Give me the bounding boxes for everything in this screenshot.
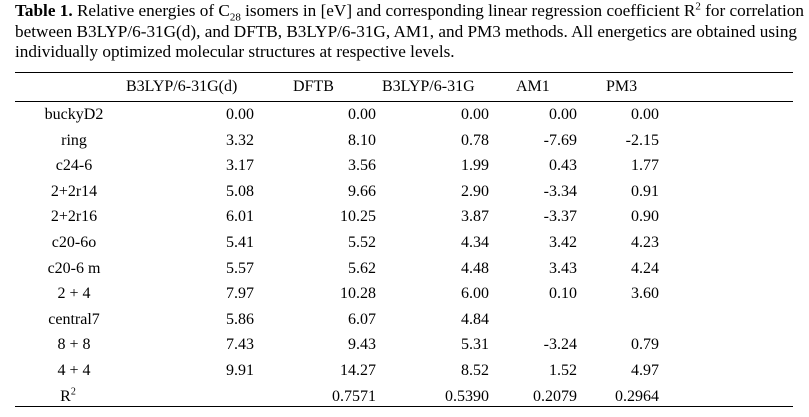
- table-cell: -3.24: [543, 336, 577, 354]
- r2-label: R: [60, 387, 71, 405]
- row-label: 2 + 4: [57, 285, 91, 303]
- caption-text-a: Relative energies of C: [72, 1, 230, 20]
- table-cell: 5.08: [226, 182, 254, 200]
- table-cell: 0.43: [549, 157, 577, 175]
- table-cell: 3.17: [226, 157, 254, 175]
- table-cell: 0.00: [348, 106, 376, 123]
- table-top-rule: [15, 72, 793, 73]
- table-cell: 4.23: [631, 234, 659, 251]
- column-header: B3LYP/6-31G: [382, 78, 475, 95]
- row-label: 4 + 4: [57, 362, 91, 379]
- table-cell: 3.87: [461, 208, 489, 226]
- table-cell: 0.00: [226, 106, 254, 123]
- r2-cell: 0.7571: [332, 387, 376, 405]
- table-cell: 0.79: [631, 336, 659, 354]
- row-label: 8 + 8: [57, 336, 91, 354]
- caption-superscript: 2: [695, 0, 701, 13]
- row-label: buckyD2: [44, 106, 104, 123]
- table-cell: 6.00: [461, 285, 489, 303]
- table-cell: 6.01: [226, 208, 254, 226]
- row-label: c20-6 m: [47, 259, 101, 277]
- column-header: PM3: [606, 78, 638, 95]
- table-cell: -3.34: [543, 182, 577, 200]
- table-label: Table 1.: [15, 1, 73, 20]
- table-cell: 4.34: [461, 234, 489, 251]
- table-cell: -7.69: [543, 131, 577, 149]
- row-label: ring: [61, 131, 87, 149]
- table-cell: 0.90: [631, 208, 659, 226]
- caption-text-b: isomers in [eV] and corresponding linear…: [240, 1, 696, 20]
- column-header: B3LYP/6-31G(d): [126, 78, 238, 95]
- table-cell: 1.52: [549, 362, 577, 379]
- table-cell: 2.90: [461, 182, 489, 200]
- table-cell: 10.25: [340, 208, 376, 226]
- table-cell: 14.27: [340, 362, 376, 379]
- column-header: AM1: [516, 78, 550, 95]
- row-label: central7: [48, 310, 100, 328]
- row-label: 2+2r16: [50, 208, 98, 226]
- r2-superscript: 2: [70, 386, 76, 398]
- table-cell: 0.10: [549, 285, 577, 303]
- row-label: c20-6o: [51, 234, 97, 251]
- table-cell: 10.28: [340, 285, 376, 303]
- table-cell: 9.91: [226, 362, 254, 379]
- column-header: DFTB: [293, 78, 334, 95]
- table-cell: 9.66: [348, 182, 376, 200]
- r2-cell: 0.2964: [615, 387, 659, 405]
- table-cell: 5.41: [226, 234, 254, 251]
- table-header-rule: [15, 101, 793, 102]
- table-cell: 8.52: [461, 362, 489, 379]
- table-cell: 4.24: [631, 259, 659, 277]
- table-cell: 0.91: [631, 182, 659, 200]
- table-cell: 5.57: [226, 259, 254, 277]
- table-cell: 6.07: [348, 310, 376, 328]
- table-cell: 3.42: [549, 234, 577, 251]
- row-label: 2+2r14: [50, 182, 98, 200]
- r2-cell: 0.2079: [533, 387, 577, 405]
- table-cell: 3.56: [348, 157, 376, 175]
- table-cell: -3.37: [543, 208, 577, 226]
- table-cell: 1.77: [631, 157, 659, 175]
- table-caption: Table 1. Relative energies of C28 isomer…: [15, 1, 805, 63]
- table-cell: 1.99: [461, 157, 489, 175]
- table-cell: 5.31: [461, 336, 489, 354]
- table-cell: 3.43: [549, 259, 577, 277]
- table-cell: 9.43: [348, 336, 376, 354]
- table-cell: 0.00: [631, 106, 659, 123]
- table-cell: -2.15: [625, 131, 659, 149]
- table-cell: 5.62: [348, 259, 376, 277]
- table-cell: 7.97: [226, 285, 254, 303]
- table-cell: 4.97: [631, 362, 659, 379]
- table-cell: 8.10: [348, 131, 376, 149]
- table-cell: 3.32: [226, 131, 254, 149]
- table-cell: 0.00: [549, 106, 577, 123]
- caption-text-c: for correlation between B3LYP/6-31G(d), …: [15, 1, 804, 61]
- table-cell: 0.00: [461, 106, 489, 123]
- table-cell: 4.84: [461, 310, 489, 328]
- table-cell: 5.86: [226, 310, 254, 328]
- table-cell: 0.78: [461, 131, 489, 149]
- table-bottom-rule: [15, 406, 793, 407]
- table-cell: 4.48: [461, 259, 489, 277]
- r2-cell: 0.5390: [445, 387, 489, 405]
- caption-subscript: 28: [229, 11, 241, 24]
- table-cell: 7.43: [226, 336, 254, 354]
- r2-row-label: R2: [8, 386, 128, 406]
- table-cell: 3.60: [631, 285, 659, 303]
- table-cell: 5.52: [348, 234, 376, 251]
- row-label: c24-6: [55, 157, 93, 175]
